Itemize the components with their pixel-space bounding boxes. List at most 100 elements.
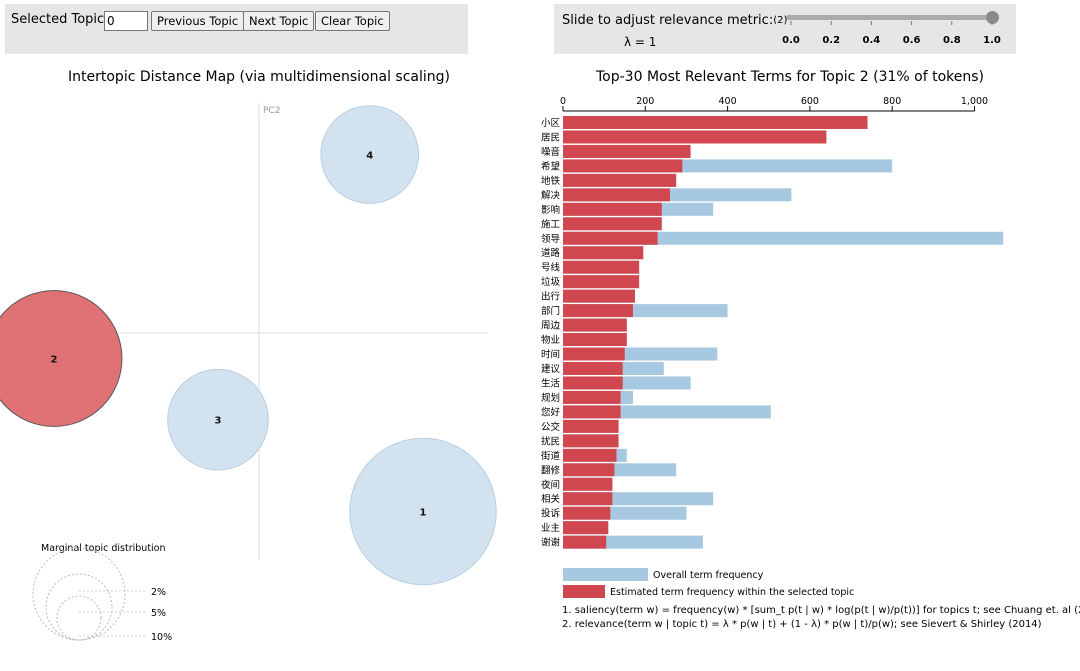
term-label-领导[interactable]: 领导 [541, 233, 560, 245]
bar-topic-投诉[interactable] [563, 506, 611, 520]
legend-swatch-topic [563, 585, 605, 598]
term-label-公交[interactable]: 公交 [541, 421, 561, 433]
term-label-时间[interactable]: 时间 [541, 349, 560, 361]
term-label-物业[interactable]: 物业 [541, 334, 560, 346]
slider-tick-label: 0.4 [863, 35, 881, 46]
term-label-谢谢[interactable]: 谢谢 [541, 537, 561, 549]
topic-circle-1[interactable] [349, 437, 497, 586]
bar-topic-噪音[interactable] [563, 144, 691, 158]
bar-topic-业主[interactable] [563, 521, 609, 535]
term-label-业主[interactable]: 业主 [541, 522, 560, 534]
lambda-slider-handle[interactable] [986, 11, 999, 24]
term-label-居民[interactable]: 居民 [541, 132, 560, 143]
lambda-value-text: λ = 1 [624, 35, 657, 49]
lambda-slider-ticks: 0.0 0.2 0.4 0.6 0.8 1.0 [782, 21, 1001, 46]
x-tick-label: 0 [560, 96, 566, 107]
clear-topic-button[interactable]: Clear Topic [315, 11, 390, 31]
bar-topic-出行[interactable] [563, 289, 636, 303]
term-label-部门[interactable]: 部门 [541, 305, 560, 317]
bar-topic-街道[interactable] [563, 448, 617, 462]
lambda-slider-track[interactable] [786, 15, 992, 20]
term-label-噪音[interactable]: 噪音 [541, 146, 560, 158]
bar-topic-施工[interactable] [563, 217, 662, 231]
term-label-街道[interactable]: 街道 [541, 450, 561, 462]
term-label-出行[interactable]: 出行 [541, 291, 561, 303]
bar-topic-小区[interactable] [563, 116, 868, 129]
bar-topic-号线[interactable] [563, 260, 640, 274]
footnote-ref: (2) [773, 15, 788, 26]
term-label-希望[interactable]: 希望 [541, 160, 560, 172]
term-label-规划[interactable]: 规划 [541, 392, 560, 404]
bar-topic-建议[interactable] [563, 361, 623, 375]
bar-topic-规划[interactable] [563, 390, 621, 404]
term-label-解决[interactable]: 解决 [541, 189, 561, 201]
term-label-垃圾[interactable]: 垃圾 [541, 276, 561, 288]
term-label-道路[interactable]: 道路 [541, 247, 561, 259]
bar-topic-您好[interactable] [563, 405, 621, 419]
bar-topic-道路[interactable] [563, 246, 644, 260]
bar-topic-解决[interactable] [563, 188, 670, 202]
term-label-地铁[interactable]: 地铁 [541, 175, 561, 187]
topic-circle-3[interactable] [167, 368, 269, 471]
legend-size-label: 10% [151, 632, 172, 643]
term-label-扰民[interactable]: 扰民 [541, 435, 560, 447]
term-label-夜间[interactable]: 夜间 [541, 479, 560, 491]
term-label-周边[interactable]: 周边 [541, 321, 561, 332]
legend-title: Marginal topic distribution [41, 543, 166, 554]
bar-topic-领导[interactable] [563, 231, 658, 245]
bar-topic-周边[interactable] [563, 318, 627, 332]
relevant-terms-bar-chart: 0 200 400 600 800 1,000 小区居民噪音希望地铁解决影响施工领导道路号线… [541, 96, 1004, 549]
legend-size-label: 2% [151, 587, 166, 598]
x-tick-label: 800 [883, 96, 901, 107]
intertopic-distance-map: PC2PC11234 [0, 103, 497, 586]
bar-topic-居民[interactable] [563, 130, 827, 144]
bar-topic-谢谢[interactable] [563, 535, 607, 549]
bar-topic-部门[interactable] [563, 304, 633, 318]
term-label-小区[interactable]: 小区 [541, 118, 561, 129]
topic-circle-4[interactable] [320, 105, 420, 204]
bar-topic-相关[interactable] [563, 492, 613, 506]
relevance-slider-panel: Slide to adjust relevance metric:(2) λ =… [554, 4, 1016, 54]
bar-topic-影响[interactable] [563, 202, 662, 216]
topic-control-panel: Selected Topic: Previous Topic Next Topi… [5, 4, 468, 54]
term-label-建议[interactable]: 建议 [541, 363, 561, 375]
next-topic-button[interactable]: Next Topic [243, 11, 315, 31]
x-tick-label: 200 [636, 96, 654, 107]
intertopic-map-title: Intertopic Distance Map (via multidimens… [68, 69, 450, 85]
term-label-生活[interactable]: 生活 [541, 377, 561, 389]
bar-topic-时间[interactable] [563, 347, 625, 361]
selected-topic-label: Selected Topic: [11, 12, 109, 27]
term-label-投诉[interactable]: 投诉 [541, 508, 561, 520]
term-label-相关[interactable]: 相关 [541, 493, 561, 505]
bar-topic-希望[interactable] [563, 159, 683, 173]
topic-label-3: 3 [215, 416, 222, 427]
legend-size-label: 5% [151, 608, 166, 619]
bar-overall-领导[interactable] [563, 231, 1004, 245]
bar-topic-垃圾[interactable] [563, 275, 640, 289]
term-label-号线[interactable]: 号线 [541, 262, 561, 274]
term-label-您好[interactable]: 您好 [541, 406, 561, 418]
bar-topic-地铁[interactable] [563, 173, 677, 187]
previous-topic-button[interactable]: Previous Topic [151, 11, 245, 31]
footnote-saliency: 1. saliency(term w) = frequency(w) * [su… [562, 605, 1080, 616]
x-tick-label: 1,000 [961, 96, 988, 107]
bar-topic-生活[interactable] [563, 376, 623, 390]
legend-swatch-overall [563, 568, 648, 581]
bar-topic-夜间[interactable] [563, 477, 613, 491]
term-label-翻修[interactable]: 翻修 [541, 464, 561, 476]
bar-topic-公交[interactable] [563, 419, 619, 433]
bar-legend: Overall term frequency Estimated term fre… [563, 568, 854, 598]
legend-circle-5% [45, 573, 113, 641]
term-label-影响[interactable]: 影响 [541, 204, 560, 216]
selected-topic-input[interactable] [104, 11, 148, 31]
x-tick-label: 400 [719, 96, 737, 107]
bar-topic-物业[interactable] [563, 333, 627, 347]
slider-tick-label: 0.8 [943, 35, 961, 46]
term-label-施工[interactable]: 施工 [541, 218, 561, 230]
bar-topic-扰民[interactable] [563, 434, 619, 448]
bar-topic-翻修[interactable] [563, 463, 615, 477]
slider-tick-label: 0.0 [782, 35, 800, 46]
legend-circle-10% [32, 547, 126, 641]
topic-circle-2[interactable] [0, 290, 123, 427]
legend-label-topic: Estimated term frequency within the sele… [610, 587, 854, 598]
